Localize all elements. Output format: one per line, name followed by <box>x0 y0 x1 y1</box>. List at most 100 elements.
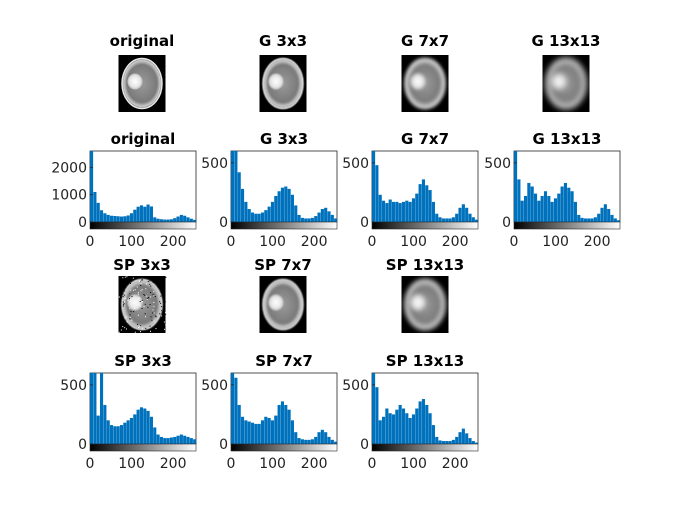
noise-pixel <box>138 327 140 328</box>
histogram-bar <box>300 217 304 222</box>
noise-pixel <box>139 297 141 299</box>
histogram-bar <box>445 441 449 444</box>
histogram-bar <box>234 151 238 222</box>
histogram-bars <box>372 151 479 222</box>
noise-pixel <box>130 289 132 291</box>
histogram-bar <box>593 217 597 222</box>
noise-pixel <box>150 292 152 293</box>
skull-outline <box>262 278 304 331</box>
noise-pixel <box>144 303 146 305</box>
noise-pixel <box>163 294 165 296</box>
x-tick-label: 100 <box>118 234 145 250</box>
histogram-bar <box>375 165 379 222</box>
histogram-panel-g13x13: G 13x13 0 100 200 0 500 <box>484 130 621 250</box>
noise-pixel <box>119 320 121 322</box>
histogram-bar <box>113 215 117 222</box>
histogram-bar <box>330 214 334 222</box>
image-panel-sp7x7: SP 7x7 <box>254 256 312 333</box>
histogram-bar <box>146 204 150 222</box>
panel-title: G 7x7 <box>401 130 449 148</box>
y-tick-label: 500 <box>342 156 369 172</box>
histogram-bar <box>166 438 170 444</box>
histogram-bar <box>458 432 462 444</box>
panel-title: SP 13x13 <box>386 256 464 274</box>
noise-pixel <box>147 306 149 308</box>
noise-pixel <box>122 277 124 279</box>
noise-pixel <box>149 280 151 282</box>
histogram-bar <box>395 201 399 222</box>
histogram-bar <box>310 439 314 444</box>
noise-pixel <box>139 281 141 283</box>
histogram-bar <box>514 151 518 222</box>
noise-pixel <box>131 319 133 321</box>
histogram-bar <box>123 216 127 222</box>
noise-pixel <box>153 291 155 293</box>
histogram-bar <box>260 212 265 222</box>
histogram-bar <box>109 425 114 444</box>
histogram-bar <box>143 408 147 444</box>
histogram-bar <box>415 193 419 222</box>
histogram-bar <box>337 220 338 222</box>
histogram-bar <box>320 208 324 222</box>
histogram-bar <box>176 216 180 222</box>
tumor-region <box>410 73 426 90</box>
histogram-bar <box>264 416 268 444</box>
noise-pixel <box>145 288 147 290</box>
histogram-bar <box>411 414 416 444</box>
histogram-bar <box>294 432 298 444</box>
image-panel-g13x13: G 13x13 <box>532 32 600 112</box>
noise-pixel <box>120 329 122 331</box>
histogram-bar <box>337 442 338 444</box>
noise-pixel <box>132 277 134 279</box>
histogram-bar <box>388 413 392 444</box>
image-panel-sp13x13: SP 13x13 <box>386 256 464 333</box>
histogram-bar <box>90 373 94 444</box>
histogram-bar <box>421 399 426 444</box>
histogram-bar <box>583 218 587 222</box>
histogram-bar <box>244 201 248 222</box>
x-tick-label: 0 <box>227 456 236 472</box>
histogram-bar <box>425 185 429 222</box>
grayscale-colorbar <box>371 221 479 230</box>
histogram-bar <box>567 187 571 222</box>
histogram-bar <box>126 215 130 222</box>
histogram-bar <box>533 193 538 222</box>
histogram-bar <box>468 438 472 444</box>
histogram-bar <box>431 425 435 444</box>
histogram-bar <box>375 387 379 444</box>
noise-pixel <box>118 296 120 298</box>
histogram-bar <box>324 432 328 444</box>
histogram-bar <box>381 200 386 222</box>
noise-pixel <box>163 305 165 307</box>
noise-pixel <box>126 321 128 323</box>
histogram-panel-sp13x13: SP 13x13 0 100 200 0 500 <box>342 352 479 472</box>
noise-pixel <box>141 279 143 281</box>
histogram-panel-sp7x7: SP 7x7 0 100 200 0 500 <box>201 352 338 472</box>
noise-pixel <box>121 290 123 292</box>
panel-title: G 3x3 <box>260 130 308 148</box>
histogram-bar <box>247 208 251 222</box>
histogram-bar <box>465 433 469 444</box>
histogram-bar <box>119 216 124 222</box>
histogram-bars <box>90 373 197 444</box>
histogram-bar <box>264 210 268 222</box>
histogram-bar <box>310 217 314 222</box>
histogram-bar <box>455 436 459 444</box>
histogram-bar <box>109 215 114 222</box>
skull-outline <box>404 57 446 110</box>
histogram-bar <box>385 408 389 444</box>
noise-pixel <box>140 290 142 292</box>
histogram-bar <box>96 202 100 222</box>
x-tick-label: 0 <box>86 456 95 472</box>
histogram-bar <box>280 401 285 444</box>
panel-title: G 7x7 <box>401 32 449 50</box>
noise-pixel <box>122 293 124 295</box>
y-tick-label: 2000 <box>51 160 87 176</box>
histogram-bar <box>438 217 442 222</box>
noise-pixel <box>120 297 122 298</box>
histogram-bar <box>183 215 187 222</box>
y-tick-label: 0 <box>78 437 87 453</box>
histogram-bar <box>378 194 382 222</box>
noise-pixel <box>141 299 143 301</box>
histogram-bar <box>149 416 153 444</box>
